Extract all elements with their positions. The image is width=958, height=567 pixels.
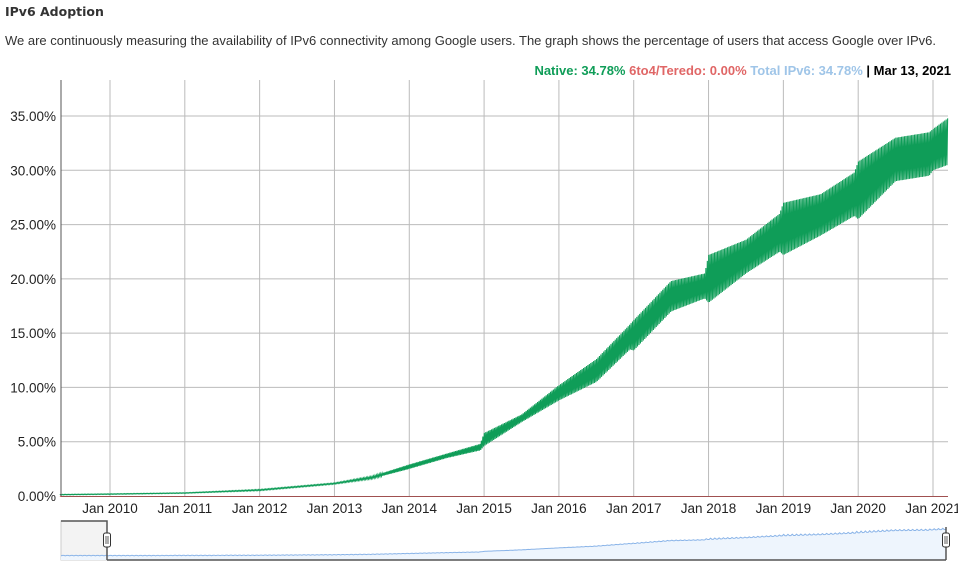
legend-native: Native: 34.78% [534, 63, 626, 78]
navigator-area [61, 528, 946, 560]
x-tick-label: Jan 2016 [531, 501, 587, 516]
navigator-right-handle[interactable] [942, 532, 950, 548]
y-tick-label: 30.00% [10, 163, 56, 178]
x-tick-label: Jan 2014 [381, 501, 437, 516]
navigator-line [60, 527, 946, 557]
x-tick-label: Jan 2020 [830, 501, 886, 516]
x-tick-label: Jan 2019 [756, 501, 812, 516]
y-tick-label: 0.00% [18, 489, 56, 504]
handle-grip[interactable] [103, 532, 111, 548]
x-tick-label: Jan 2010 [82, 501, 138, 516]
chart-axes [60, 80, 948, 497]
x-tick-label: Jan 2021 [905, 501, 958, 516]
y-tick-label: 10.00% [10, 380, 56, 395]
y-axis-ticks: 0.00% 5.00% 10.00% 15.00% 20.00% 25.00% 30.00%… [10, 109, 56, 504]
legend-total: Total IPv6: 34.78% [750, 63, 863, 78]
x-tick-label: Jan 2012 [232, 501, 288, 516]
navigator-unselected-region [60, 520, 108, 561]
x-tick-label: Jan 2011 [158, 501, 213, 516]
x-tick-label: Jan 2013 [307, 501, 363, 516]
x-tick-label: Jan 2017 [606, 501, 662, 516]
legend-separator: | [866, 63, 871, 78]
handle-grip[interactable] [942, 532, 950, 548]
y-tick-label: 35.00% [10, 109, 56, 124]
chart-grid [61, 80, 948, 496]
y-tick-label: 20.00% [10, 272, 56, 287]
y-tick-label: 25.00% [10, 218, 56, 233]
chart-series [59, 118, 949, 497]
y-tick-label: 5.00% [18, 435, 56, 450]
chart-legend: Native: 34.78% 6to4/Teredo: 0.00% Total … [534, 63, 951, 78]
legend-teredo: 6to4/Teredo: 0.00% [629, 63, 747, 78]
native-series-line [59, 118, 949, 496]
page-title: IPv6 Adoption [5, 4, 104, 19]
navigator-left-handle[interactable] [103, 532, 111, 548]
page-description: We are continuously measuring the availa… [5, 33, 936, 48]
x-axis-ticks: Jan 2010 Jan 2011 Jan 2012 Jan 2013 Jan 2014… [82, 501, 958, 516]
x-tick-label: Jan 2018 [681, 501, 737, 516]
legend-date: Mar 13, 2021 [873, 63, 951, 78]
range-navigator [60, 520, 950, 561]
x-tick-label: Jan 2015 [456, 501, 512, 516]
y-tick-label: 15.00% [10, 326, 56, 341]
